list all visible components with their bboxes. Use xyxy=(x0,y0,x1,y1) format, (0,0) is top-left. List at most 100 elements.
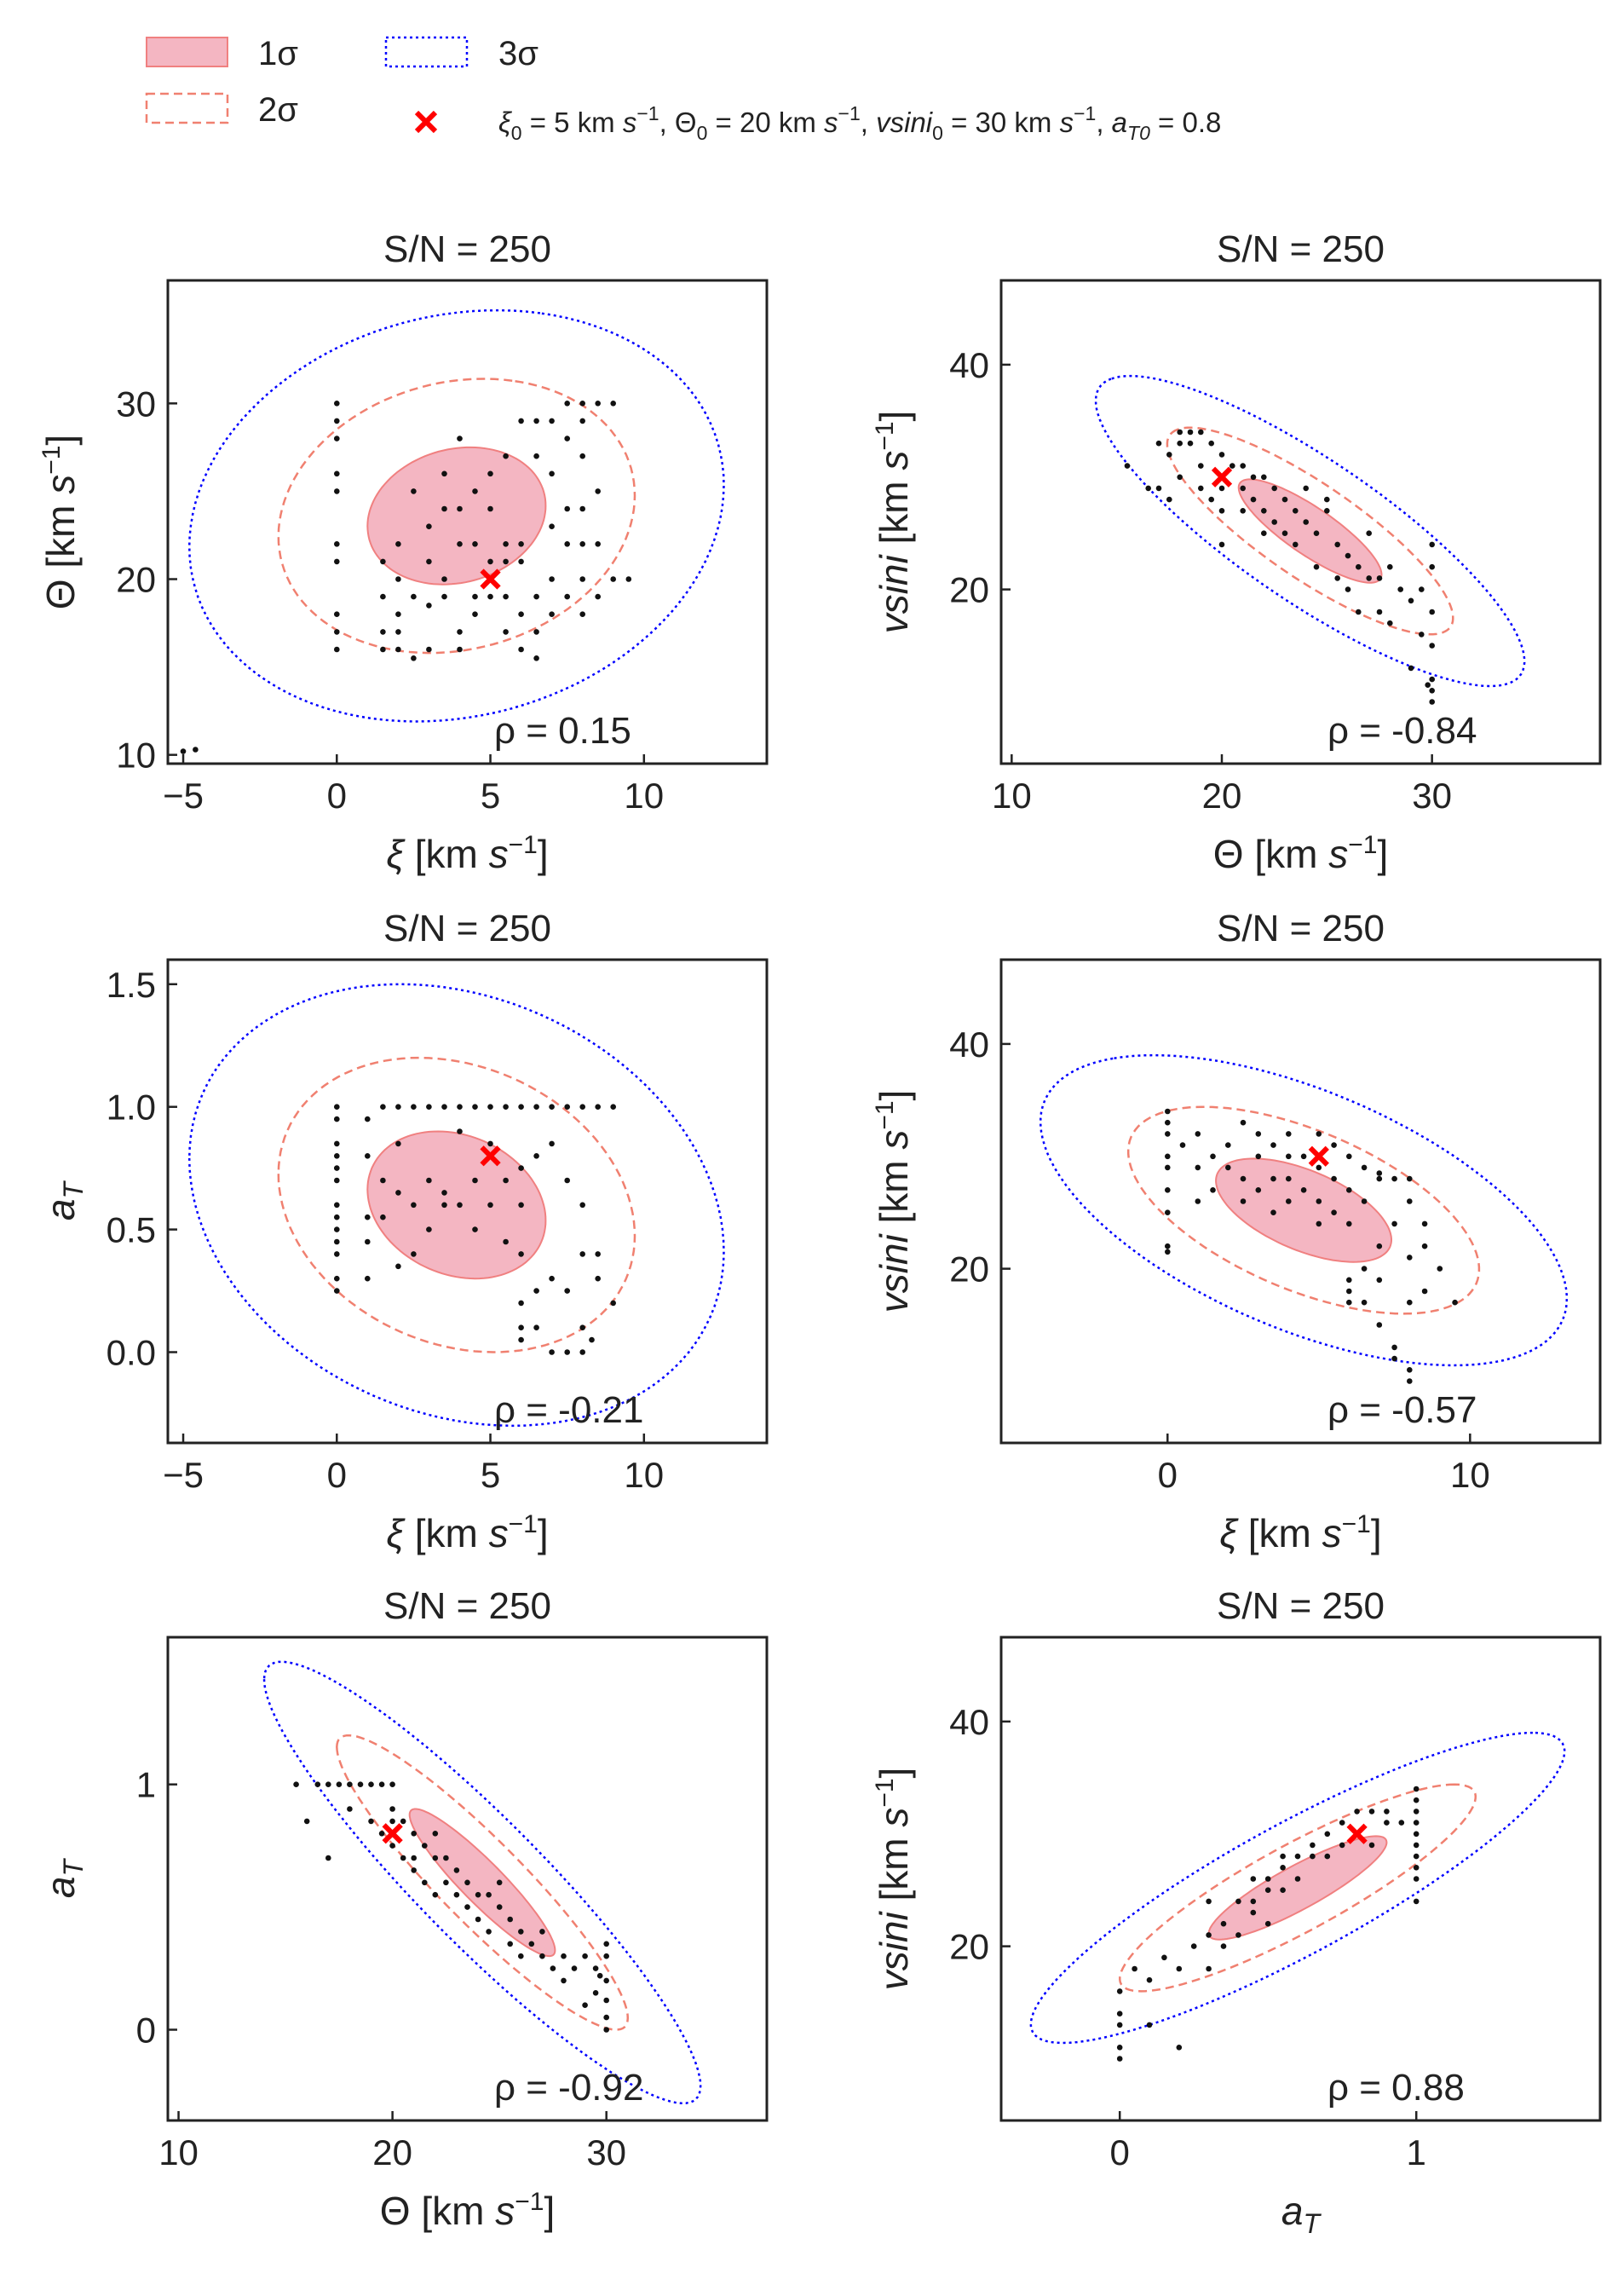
panel-6-point-49 xyxy=(1413,1898,1420,1905)
panel-1-point-55 xyxy=(533,418,539,424)
panel-5-point-50 xyxy=(582,1953,588,1959)
panel-2-point-49 xyxy=(1376,575,1383,581)
panel-1-point-33 xyxy=(457,505,463,512)
panel-6-point-44 xyxy=(1413,1831,1420,1838)
panel-3-point-13 xyxy=(365,1116,371,1122)
panel-6-point-20 xyxy=(1264,1876,1271,1882)
panel-6-point-32 xyxy=(1339,1842,1345,1849)
panel-1-point-61 xyxy=(549,523,555,529)
panel-3-point-22 xyxy=(395,1140,401,1147)
panel-1-point-52 xyxy=(518,558,524,565)
panel-5-ytick-label-0: 0 xyxy=(136,2011,156,2051)
panel-4-point-43 xyxy=(1346,1288,1352,1295)
panel-3-point-15 xyxy=(365,1214,371,1220)
panel-2-ytick-label-1: 40 xyxy=(949,345,989,385)
panel-1-point-10 xyxy=(334,629,340,635)
panel-4-ylabel-symbol: vsini xyxy=(872,1233,916,1313)
panel-4-point-18 xyxy=(1240,1175,1247,1182)
t-d: = 30 km xyxy=(943,107,1060,138)
panel-4-point-0 xyxy=(1165,1108,1171,1115)
panel-4-point-24 xyxy=(1270,1175,1276,1182)
panel-4-point-31 xyxy=(1300,1187,1307,1193)
panel-6-point-45 xyxy=(1413,1842,1420,1849)
panel-3-point-46 xyxy=(518,1104,524,1110)
panel-2-point-60 xyxy=(1429,609,1435,615)
panel-1-point-43 xyxy=(487,558,493,565)
panel-3-point-71 xyxy=(595,1251,601,1257)
panel-5-point-9 xyxy=(368,1781,374,1787)
panel-3-point-41 xyxy=(487,1140,493,1147)
panel-5-ylabel: aT xyxy=(38,1857,89,1898)
panel-2-xlabel-unit: [km xyxy=(1244,832,1329,876)
panel-3-point-54 xyxy=(533,1153,539,1159)
panel-4-point-28 xyxy=(1286,1175,1292,1182)
panel-3-point-19 xyxy=(380,1177,386,1184)
panel-2-point-41 xyxy=(1334,541,1340,548)
panel-3-point-2 xyxy=(334,1140,340,1147)
panel-1-point-28 xyxy=(441,470,447,477)
panel-2-ytick-label-0: 20 xyxy=(949,570,989,610)
panel-4-point-59 xyxy=(1407,1198,1413,1204)
panel-3-point-27 xyxy=(411,1251,417,1257)
panel-6-point-27 xyxy=(1310,1842,1316,1849)
panel-3-point-75 xyxy=(610,1300,616,1307)
panel-3-xtick-label-1: 0 xyxy=(327,1455,347,1495)
panel-4-point-35 xyxy=(1316,1220,1322,1227)
panel-1-point-82 xyxy=(625,576,632,582)
panel-1-point-36 xyxy=(457,646,463,653)
panel-5-point-8 xyxy=(357,1781,364,1787)
panel-1-point-13 xyxy=(380,593,386,600)
panel-4-point-7 xyxy=(1165,1243,1171,1249)
panel-3-point-28 xyxy=(426,1104,432,1110)
panel-1-truth-marker xyxy=(480,568,501,590)
panel-2-point-7 xyxy=(1177,440,1183,447)
t-e2: −1 xyxy=(838,102,861,124)
t-sub0a: 0 xyxy=(511,122,522,144)
panel-6-ylabel-unit-s: s xyxy=(872,1808,916,1827)
panel-4-point-3 xyxy=(1165,1153,1171,1160)
panel-3-xlabel-symbol: ξ xyxy=(386,1511,406,1555)
panel-1-point-81 xyxy=(610,576,616,582)
panel-4-point-56 xyxy=(1391,1344,1397,1351)
panel-4-point-64 xyxy=(1421,1220,1428,1227)
panel-4-point-53 xyxy=(1376,1322,1383,1328)
panel-2-point-58 xyxy=(1429,563,1435,570)
panel-3-point-48 xyxy=(518,1202,524,1209)
panel-1-point-41 xyxy=(487,470,493,477)
panel-3-point-20 xyxy=(380,1214,386,1220)
panel-3-point-38 xyxy=(472,1177,478,1184)
panel-1-point-62 xyxy=(549,576,555,582)
panel-2-point-42 xyxy=(1334,575,1340,581)
panel-2-point-48 xyxy=(1366,530,1372,536)
panel-4-point-63 xyxy=(1407,1378,1413,1384)
panel-4-point-9 xyxy=(1179,1142,1186,1148)
panel-4-point-61 xyxy=(1407,1299,1413,1306)
panel-6-point-17 xyxy=(1235,1932,1241,1938)
panel-4-point-40 xyxy=(1346,1187,1352,1193)
panel-2-point-45 xyxy=(1356,563,1362,570)
panel-4-xlabel: ξ [km s−1] xyxy=(1219,1510,1381,1555)
panel-5-point-48 xyxy=(561,1977,567,1984)
panel-3-ytick-label-0: 0.0 xyxy=(107,1333,156,1373)
panel-2-point-14 xyxy=(1208,440,1214,447)
panel-5-point-0 xyxy=(293,1781,299,1787)
panel-1-ytick-label-1: 20 xyxy=(116,560,156,600)
panel-3-point-67 xyxy=(579,1251,585,1257)
panel-2-point-6 xyxy=(1177,429,1183,436)
panel-4-point-52 xyxy=(1376,1277,1383,1284)
panel-6-point-35 xyxy=(1368,1809,1375,1815)
panel-5-plot-area xyxy=(262,1660,702,2105)
legend: 1σ 2σ 3σ ξ0 = 5 km s−1, Θ0 = 20 km s−1, … xyxy=(145,35,1221,144)
panel-2-point-50 xyxy=(1376,609,1383,615)
panel-3-point-3 xyxy=(334,1153,340,1159)
panel-6-point-23 xyxy=(1280,1865,1286,1871)
panel-3-point-56 xyxy=(533,1324,539,1330)
panel-1-ellipse-1sigma xyxy=(366,446,547,586)
panel-6-point-28 xyxy=(1310,1853,1316,1860)
panel-1-point-2 xyxy=(334,401,340,407)
panel-1-point-80 xyxy=(610,401,616,407)
panel-6-point-46 xyxy=(1413,1853,1420,1860)
panel-1-point-23 xyxy=(411,655,417,661)
